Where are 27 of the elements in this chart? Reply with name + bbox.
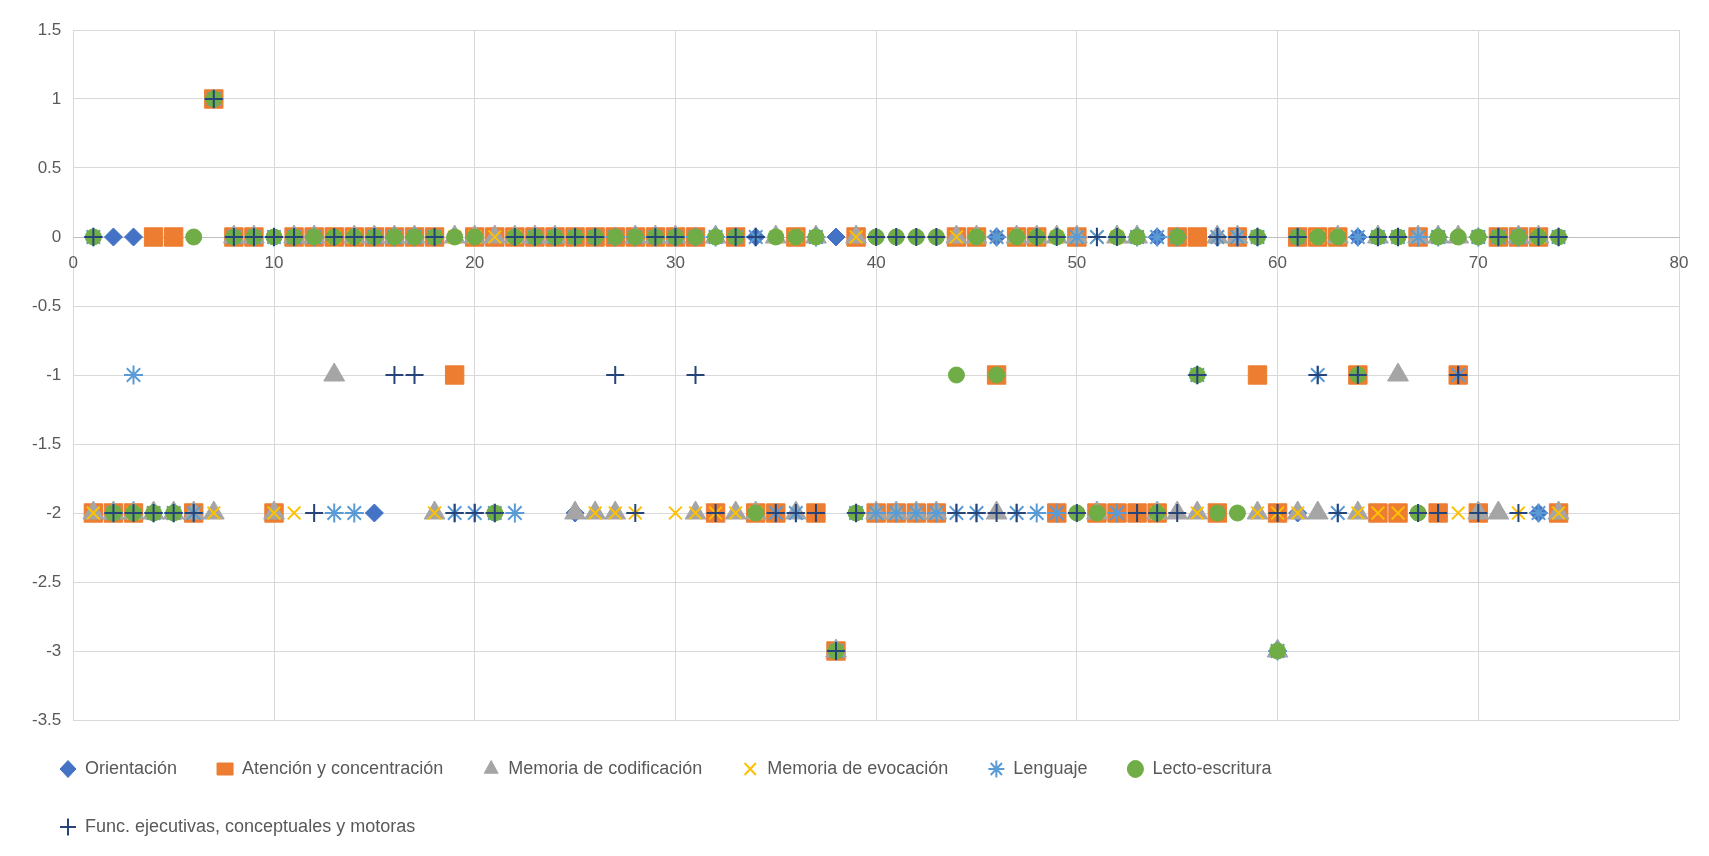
legend-label: Memoria de codificación (508, 757, 703, 778)
y-tick-label: -1 (46, 364, 62, 384)
y-tick-label: 0 (51, 226, 62, 246)
x-tick-label: 30 (665, 252, 685, 272)
x-tick-label: 20 (465, 252, 485, 272)
legend-label: Lenguaje (1013, 757, 1088, 778)
x-tick-label: 70 (1468, 252, 1488, 272)
y-tick-label: 0.5 (37, 157, 62, 177)
x-tick-label: 40 (866, 252, 886, 272)
legend-label: Orientación (85, 757, 178, 778)
y-tick-label: -3 (46, 640, 62, 660)
y-tick-label: -0.5 (32, 295, 62, 315)
x-tick-label: 10 (264, 252, 284, 272)
y-tick-label: 1.5 (37, 19, 62, 39)
y-tick-label: 1 (51, 88, 62, 108)
x-tick-label: 0 (68, 252, 79, 272)
y-tick-label: -1.5 (32, 433, 62, 453)
x-tick-label: 80 (1669, 252, 1689, 272)
legend-label: Lecto-escritura (1152, 757, 1273, 778)
legend-label: Memoria de evocación (767, 757, 949, 778)
x-tick-label: 50 (1067, 252, 1087, 272)
legend-label: Func. ejecutivas, conceptuales y motoras (85, 815, 416, 836)
x-tick-label: 60 (1268, 252, 1288, 272)
y-tick-label: -2 (46, 502, 62, 522)
legend-label: Atención y concentración (242, 757, 444, 778)
y-tick-label: -3.5 (32, 709, 62, 729)
y-tick-label: -2.5 (32, 571, 62, 591)
